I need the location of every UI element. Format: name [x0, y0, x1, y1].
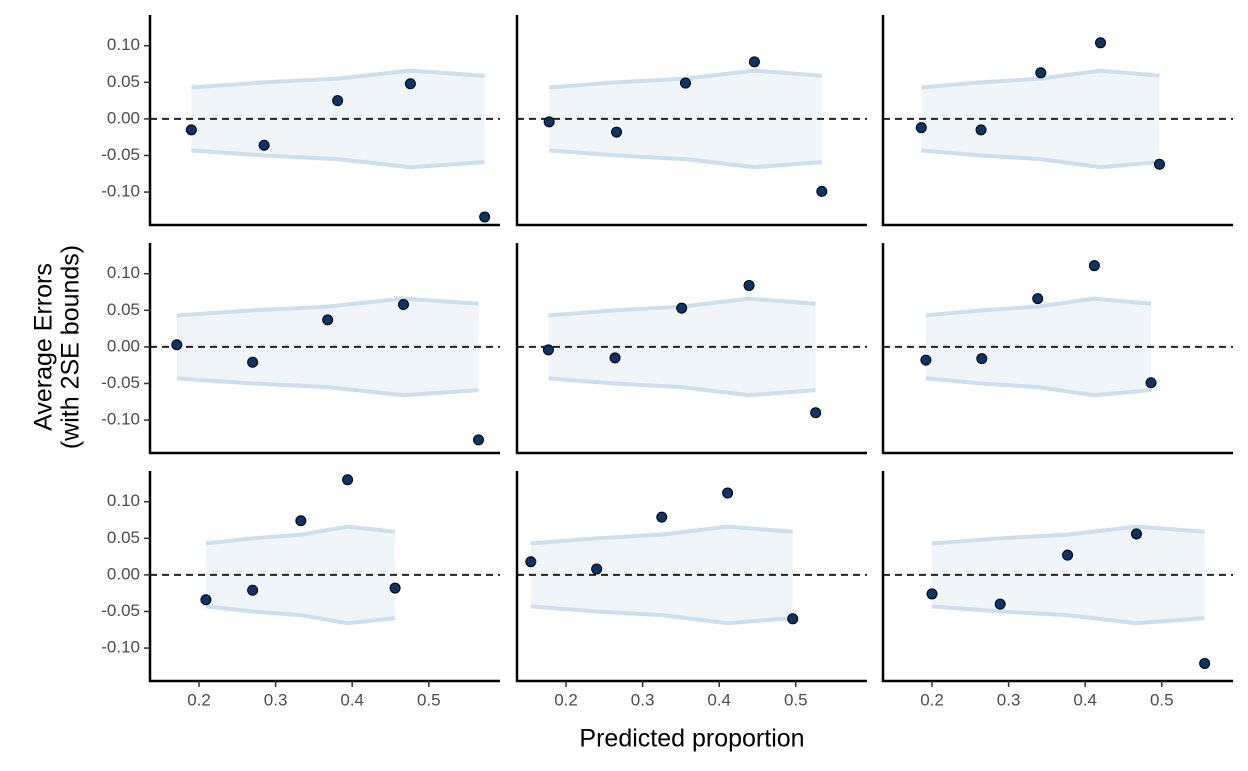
band-upper [191, 68, 485, 90]
point [1199, 657, 1211, 669]
point [920, 354, 932, 366]
x-tick-label: 0.4 [1073, 690, 1097, 709]
point [1145, 377, 1157, 389]
band-fill [925, 298, 1152, 396]
x-tick-label: 0.4 [340, 690, 364, 709]
point [322, 314, 334, 326]
point [398, 298, 410, 310]
y-tick-label: -0.10 [101, 638, 140, 657]
point [1095, 37, 1107, 49]
x-tick-label: 0.2 [920, 690, 944, 709]
point [787, 613, 799, 625]
x-tick-label: 0.2 [554, 690, 578, 709]
point [525, 556, 537, 568]
point [591, 563, 603, 575]
x-tick-label: 0.5 [1150, 690, 1174, 709]
y-axis-label: (with 2SE bounds) [57, 245, 85, 449]
point [543, 116, 555, 128]
point [200, 594, 212, 606]
band-upper [176, 296, 479, 318]
point [247, 584, 259, 596]
band-lower [925, 376, 1152, 398]
band-lower [530, 604, 793, 626]
point [816, 185, 828, 197]
point [611, 126, 623, 138]
x-tick-label: 0.2 [187, 690, 211, 709]
point [258, 139, 270, 151]
point [676, 302, 688, 314]
band-fill [176, 298, 479, 396]
y-tick-label: -0.10 [101, 410, 140, 429]
point [748, 56, 760, 68]
y-tick-label: 0.05 [107, 72, 140, 91]
band-upper [925, 296, 1152, 318]
band-lower [921, 148, 1160, 170]
band-fill [548, 298, 816, 396]
x-tick-label: 0.3 [631, 690, 655, 709]
band-lower [549, 148, 822, 170]
y-tick-label: 0.00 [107, 108, 140, 127]
point [542, 344, 554, 356]
point [1131, 528, 1143, 540]
band-lower [191, 148, 485, 170]
point [389, 582, 401, 594]
point [976, 353, 988, 365]
point [1032, 293, 1044, 305]
y-tick-label: -0.05 [101, 145, 140, 164]
y-tick-label: 0.10 [107, 491, 140, 510]
band-lower [931, 604, 1205, 626]
point [342, 474, 354, 486]
y-tick-label: -0.05 [101, 373, 140, 392]
y-tick-label: -0.10 [101, 182, 140, 201]
point [473, 434, 485, 446]
point [656, 511, 668, 523]
x-tick-label: 0.3 [264, 690, 288, 709]
point [1062, 549, 1074, 561]
point [915, 122, 927, 134]
band-upper [530, 524, 793, 546]
band-upper [931, 524, 1205, 546]
point [1088, 260, 1100, 272]
y-tick-label: 0.05 [107, 528, 140, 547]
point [679, 77, 691, 89]
x-tick-label: 0.4 [707, 690, 731, 709]
point [171, 339, 183, 351]
y-tick-label: 0.05 [107, 300, 140, 319]
y-tick-label: 0.10 [107, 35, 140, 54]
y-tick-label: 0.10 [107, 263, 140, 282]
y-tick-label: 0.00 [107, 564, 140, 583]
point [810, 407, 822, 419]
point [926, 588, 938, 600]
band-lower [548, 376, 816, 398]
x-axis-label: Predicted proportion [579, 725, 804, 753]
point [743, 279, 755, 291]
x-tick-label: 0.5 [417, 690, 441, 709]
point [247, 356, 259, 368]
band-lower [176, 376, 479, 398]
point [975, 124, 987, 136]
x-tick-label: 0.5 [784, 690, 808, 709]
point [722, 487, 734, 499]
band-upper [921, 68, 1160, 90]
point [609, 352, 621, 364]
y-axis-label: Average Errors [30, 263, 58, 431]
point [1153, 158, 1165, 170]
band-upper [205, 524, 396, 546]
point [185, 124, 197, 136]
point [404, 78, 416, 90]
point [332, 95, 344, 107]
point [295, 515, 307, 527]
point [479, 211, 491, 223]
y-tick-label: 0.00 [107, 336, 140, 355]
point [1035, 67, 1047, 79]
band-lower [205, 604, 396, 626]
y-tick-label: -0.05 [101, 601, 140, 620]
point [994, 598, 1006, 610]
x-tick-label: 0.3 [997, 690, 1021, 709]
